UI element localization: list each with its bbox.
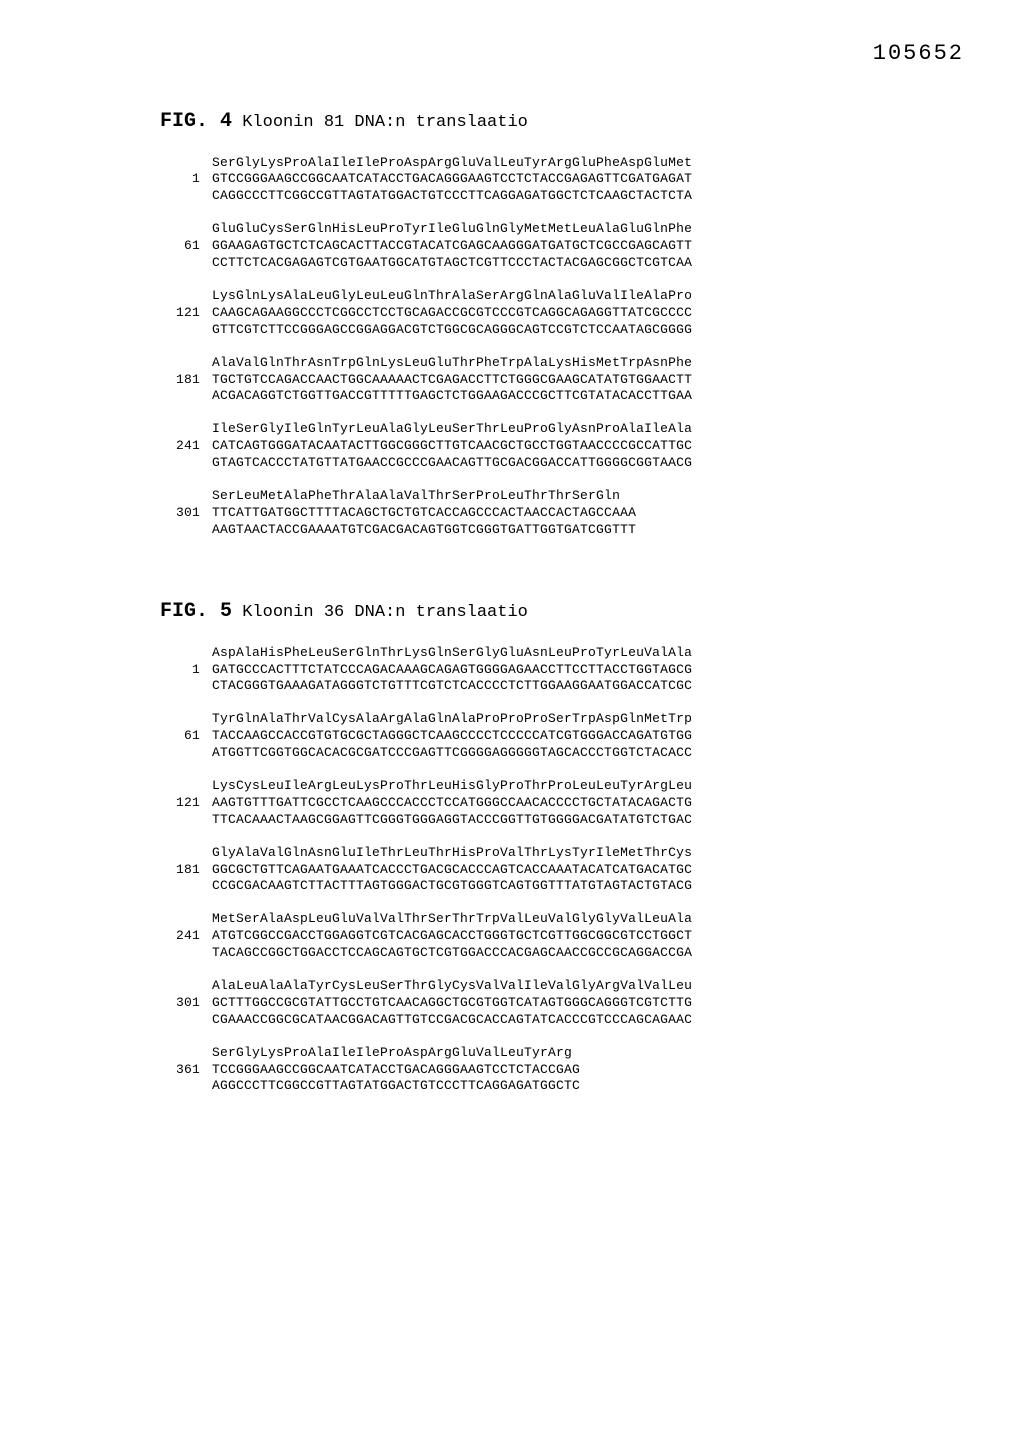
dna-antisense-strand: CCGCGACAAGTCTTACTTTAGTGGGACTGCGTGGGTCAGT… xyxy=(212,878,964,895)
dna-antisense-strand: AAGTAACTACCGAAAATGTCGACGACAGTGGTCGGGTGAT… xyxy=(212,522,964,539)
protein-translation: SerLeuMetAlaPheThrAlaAlaValThrSerProLeuT… xyxy=(212,488,964,505)
dna-sense-strand: 61 TACCAAGCCACCGTGTGCGCTAGGGCTCAAGCCCCTCC… xyxy=(160,728,964,745)
protein-translation: IleSerGlyIleGlnTyrLeuAlaGlyLeuSerThrLeuP… xyxy=(212,421,964,438)
dna-sequence: CAAGCAGAAGGCCCTCGGCCTCCTGCAGACCGCGTCCCGT… xyxy=(212,305,692,320)
sequence-block: LysCysLeuIleArgLeuLysProThrLeuHisGlyProT… xyxy=(160,778,964,829)
sequence-block: IleSerGlyIleGlnTyrLeuAlaGlyLeuSerThrLeuP… xyxy=(160,421,964,472)
protein-translation: GluGluCysSerGlnHisLeuProTyrIleGluGlnGlyM… xyxy=(212,221,964,238)
dna-antisense-strand: ATGGTTCGGTGGCACACGCGATCCCGAGTTCGGGGAGGGG… xyxy=(212,745,964,762)
sequence-block: AlaValGlnThrAsnTrpGlnLysLeuGluThrPheTrpA… xyxy=(160,355,964,406)
protein-translation: TyrGlnAlaThrValCysAlaArgAlaGlnAlaProProP… xyxy=(212,711,964,728)
dna-sequence: TGCTGTCCAGACCAACTGGCAAAAACTCGAGACCTTCTGG… xyxy=(212,372,692,387)
page-number: 105652 xyxy=(60,40,964,69)
dna-sequence: GCTTTGGCCGCGTATTGCCTGTCAACAGGCTGCGTGGTCA… xyxy=(212,995,692,1010)
dna-antisense-strand: TACAGCCGGCTGGACCTCCAGCAGTGCTCGTGGACCCACG… xyxy=(212,945,964,962)
dna-antisense-strand: CGAAACCGGCGCATAACGGACAGTTGTCCGACGCACCAGT… xyxy=(212,1012,964,1029)
dna-antisense-strand: GTTCGTCTTCCGGGAGCCGGAGGACGTCTGGCGCAGGGCA… xyxy=(212,322,964,339)
dna-sense-strand: 121 AAGTGTTTGATTCGCCTCAAGCCCACCCTCCATGGGC… xyxy=(160,795,964,812)
sequence-block: MetSerAlaAspLeuGluValValThrSerThrTrpValL… xyxy=(160,911,964,962)
protein-translation: AlaValGlnThrAsnTrpGlnLysLeuGluThrPheTrpA… xyxy=(212,355,964,372)
dna-sequence: TACCAAGCCACCGTGTGCGCTAGGGCTCAAGCCCCTCCCC… xyxy=(212,728,692,743)
figure-title-text: Kloonin 36 DNA:n translaatio xyxy=(232,603,528,622)
figure-label: FIG. 5 xyxy=(160,600,232,623)
position-number: 241 xyxy=(160,438,200,455)
figure-title: FIG. 5 Kloonin 36 DNA:n translaatio xyxy=(160,599,964,625)
dna-sequence: GGAAGAGTGCTCTCAGCACTTACCGTACATCGAGCAAGGG… xyxy=(212,238,692,253)
position-number: 301 xyxy=(160,505,200,522)
protein-translation: MetSerAlaAspLeuGluValValThrSerThrTrpValL… xyxy=(212,911,964,928)
dna-sense-strand: 61 GGAAGAGTGCTCTCAGCACTTACCGTACATCGAGCAAG… xyxy=(160,238,964,255)
position-number: 1 xyxy=(160,171,200,188)
dna-sense-strand: 1 GATGCCCACTTTCTATCCCAGACAAAGCAGAGTGGGGAG… xyxy=(160,662,964,679)
dna-antisense-strand: GTAGTCACCCTATGTTATGAACCGCCCGAACAGTTGCGAC… xyxy=(212,455,964,472)
dna-sense-strand: 301 TTCATTGATGGCTTTTACAGCTGCTGTCACCAGCCCA… xyxy=(160,505,964,522)
position-number: 121 xyxy=(160,795,200,812)
dna-sequence: ATGTCGGCCGACCTGGAGGTCGTCACGAGCACCTGGGTGC… xyxy=(212,928,692,943)
dna-sense-strand: 121 CAAGCAGAAGGCCCTCGGCCTCCTGCAGACCGCGTCC… xyxy=(160,305,964,322)
dna-sequence: TTCATTGATGGCTTTTACAGCTGCTGTCACCAGCCCACTA… xyxy=(212,505,636,520)
position-number: 61 xyxy=(160,238,200,255)
sequence-block: GlyAlaValGlnAsnGluIleThrLeuThrHisProValT… xyxy=(160,845,964,896)
dna-antisense-strand: CTACGGGTGAAAGATAGGGTCTGTTTCGTCTCACCCCTCT… xyxy=(212,678,964,695)
sequence-block: LysGlnLysAlaLeuGlyLeuLeuGlnThrAlaSerArgG… xyxy=(160,288,964,339)
sequence-block: SerLeuMetAlaPheThrAlaAlaValThrSerProLeuT… xyxy=(160,488,964,539)
protein-translation: AlaLeuAlaAlaTyrCysLeuSerThrGlyCysValValI… xyxy=(212,978,964,995)
sequence-block: SerGlyLysProAlaIleIleProAspArgGluValLeuT… xyxy=(160,155,964,206)
protein-translation: SerGlyLysProAlaIleIleProAspArgGluValLeuT… xyxy=(212,1045,964,1062)
dna-sequence: GGCGCTGTTCAGAATGAAATCACCCTGACGCACCCAGTCA… xyxy=(212,862,692,877)
figure-5: FIG. 5 Kloonin 36 DNA:n translaatio AspAl… xyxy=(160,599,964,1096)
figure-label: FIG. 4 xyxy=(160,110,232,133)
figure-title: FIG. 4 Kloonin 81 DNA:n translaatio xyxy=(160,109,964,135)
dna-sense-strand: 1 GTCCGGGAAGCCGGCAATCATACCTGACAGGGAAGTCCT… xyxy=(160,171,964,188)
position-number: 241 xyxy=(160,928,200,945)
protein-translation: GlyAlaValGlnAsnGluIleThrLeuThrHisProValT… xyxy=(212,845,964,862)
dna-sequence: TCCGGGAAGCCGGCAATCATACCTGACAGGGAAGTCCTCT… xyxy=(212,1062,580,1077)
position-number: 181 xyxy=(160,372,200,389)
protein-translation: AspAlaHisPheLeuSerGlnThrLysGlnSerGlyGluA… xyxy=(212,645,964,662)
position-number: 61 xyxy=(160,728,200,745)
dna-antisense-strand: CCTTCTCACGAGAGTCGTGAATGGCATGTAGCTCGTTCCC… xyxy=(212,255,964,272)
sequence-block: SerGlyLysProAlaIleIleProAspArgGluValLeuT… xyxy=(160,1045,964,1096)
dna-sequence: GATGCCCACTTTCTATCCCAGACAAAGCAGAGTGGGGAGA… xyxy=(212,662,692,677)
position-number: 121 xyxy=(160,305,200,322)
figure-4: FIG. 4 Kloonin 81 DNA:n translaatio SerGl… xyxy=(160,109,964,539)
position-number: 301 xyxy=(160,995,200,1012)
position-number: 181 xyxy=(160,862,200,879)
dna-antisense-strand: ACGACAGGTCTGGTTGACCGTTTTTGAGCTCTGGAAGACC… xyxy=(212,388,964,405)
dna-antisense-strand: CAGGCCCTTCGGCCGTTAGTATGGACTGTCCCTTCAGGAG… xyxy=(212,188,964,205)
position-number: 361 xyxy=(160,1062,200,1079)
sequence-block: AspAlaHisPheLeuSerGlnThrLysGlnSerGlyGluA… xyxy=(160,645,964,696)
protein-translation: SerGlyLysProAlaIleIleProAspArgGluValLeuT… xyxy=(212,155,964,172)
dna-sense-strand: 241 CATCAGTGGGATACAATACTTGGCGGGCTTGTCAACG… xyxy=(160,438,964,455)
protein-translation: LysCysLeuIleArgLeuLysProThrLeuHisGlyProT… xyxy=(212,778,964,795)
dna-sense-strand: 181 GGCGCTGTTCAGAATGAAATCACCCTGACGCACCCAG… xyxy=(160,862,964,879)
dna-sense-strand: 181 TGCTGTCCAGACCAACTGGCAAAAACTCGAGACCTTC… xyxy=(160,372,964,389)
position-number: 1 xyxy=(160,662,200,679)
protein-translation: LysGlnLysAlaLeuGlyLeuLeuGlnThrAlaSerArgG… xyxy=(212,288,964,305)
dna-antisense-strand: TTCACAAACTAAGCGGAGTTCGGGTGGGAGGTACCCGGTT… xyxy=(212,812,964,829)
figure-title-text: Kloonin 81 DNA:n translaatio xyxy=(232,113,528,132)
dna-sequence: AAGTGTTTGATTCGCCTCAAGCCCACCCTCCATGGGCCAA… xyxy=(212,795,692,810)
dna-sense-strand: 241 ATGTCGGCCGACCTGGAGGTCGTCACGAGCACCTGGG… xyxy=(160,928,964,945)
sequence-block: TyrGlnAlaThrValCysAlaArgAlaGlnAlaProProP… xyxy=(160,711,964,762)
sequence-block: AlaLeuAlaAlaTyrCysLeuSerThrGlyCysValValI… xyxy=(160,978,964,1029)
dna-antisense-strand: AGGCCCTTCGGCCGTTAGTATGGACTGTCCCTTCAGGAGA… xyxy=(212,1078,964,1095)
dna-sense-strand: 361 TCCGGGAAGCCGGCAATCATACCTGACAGGGAAGTCC… xyxy=(160,1062,964,1079)
dna-sense-strand: 301 GCTTTGGCCGCGTATTGCCTGTCAACAGGCTGCGTGG… xyxy=(160,995,964,1012)
sequence-block: GluGluCysSerGlnHisLeuProTyrIleGluGlnGlyM… xyxy=(160,221,964,272)
dna-sequence: GTCCGGGAAGCCGGCAATCATACCTGACAGGGAAGTCCTC… xyxy=(212,171,692,186)
dna-sequence: CATCAGTGGGATACAATACTTGGCGGGCTTGTCAACGCTG… xyxy=(212,438,692,453)
